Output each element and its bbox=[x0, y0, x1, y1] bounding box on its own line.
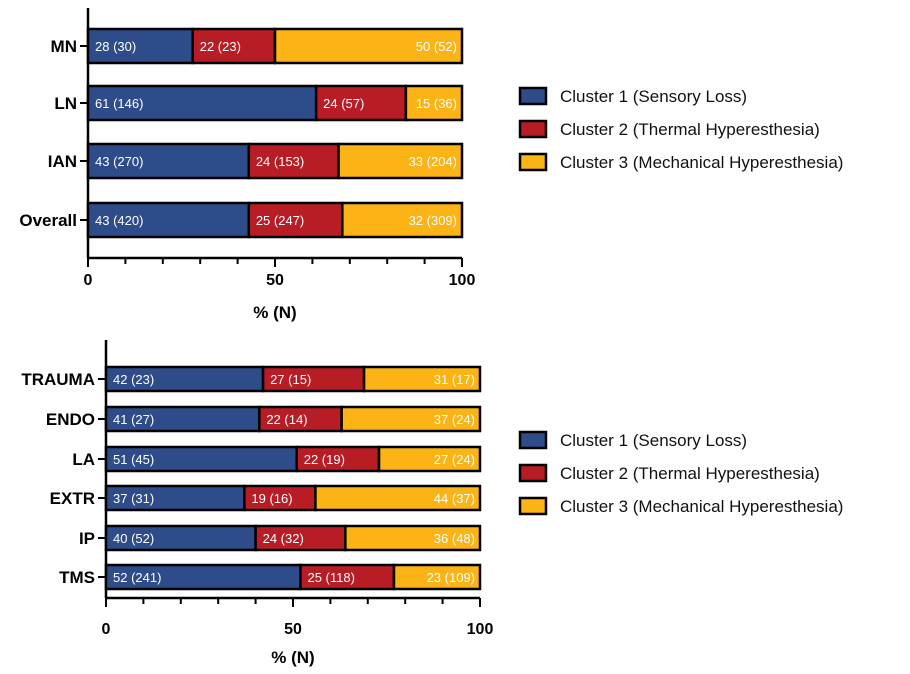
chart1-data-label: 32 (309) bbox=[409, 213, 457, 228]
chart1-x-axis-title: % (N) bbox=[253, 303, 296, 322]
chart1-legend-label: Cluster 3 (Mechanical Hyperesthesia) bbox=[560, 153, 843, 172]
chart2-tick-label: 0 bbox=[102, 621, 111, 638]
chart2-data-label: 51 (45) bbox=[113, 452, 154, 467]
chart1-bar-overall-cluster1 bbox=[86, 201, 251, 239]
chart2-data-label: 37 (24) bbox=[434, 412, 475, 427]
chart2-bar-trauma-cluster3 bbox=[362, 365, 482, 393]
chart2-data-label: 19 (16) bbox=[251, 491, 292, 506]
chart1-bar-ian-cluster3 bbox=[337, 142, 464, 180]
chart1-category-label: Overall bbox=[19, 211, 77, 230]
chart2-data-label: 40 (52) bbox=[113, 531, 154, 546]
chart1-bar-ian-cluster2 bbox=[247, 142, 340, 180]
chart1-category-label: IAN bbox=[48, 152, 77, 171]
chart2-legend-label: Cluster 2 (Thermal Hyperesthesia) bbox=[560, 464, 820, 483]
chart2-legend-swatch-cluster1 bbox=[518, 430, 548, 450]
chart1-data-label: 25 (247) bbox=[256, 213, 304, 228]
chart1-legend-label: Cluster 1 (Sensory Loss) bbox=[560, 87, 747, 106]
chart1-bar-mn-cluster3 bbox=[273, 27, 464, 65]
chart2-bar-ip-cluster2 bbox=[254, 524, 347, 552]
chart2-bar-trauma-cluster1 bbox=[104, 365, 265, 393]
chart2-tick-label: 100 bbox=[467, 621, 494, 638]
chart2-bar-endo-cluster3 bbox=[340, 405, 482, 433]
chart1-data-label: 22 (23) bbox=[200, 39, 241, 54]
chart2-data-label: 27 (24) bbox=[434, 452, 475, 467]
chart1-legend-swatch-cluster3 bbox=[518, 152, 548, 172]
chart1-data-label: 24 (57) bbox=[323, 96, 364, 111]
chart2-category-label: ENDO bbox=[46, 410, 95, 429]
chart2-category-label: TRAUMA bbox=[21, 370, 95, 389]
chart1-category-label: LN bbox=[54, 94, 77, 113]
chart2-data-label: 42 (23) bbox=[113, 372, 154, 387]
chart2-bar-endo-cluster2 bbox=[258, 405, 343, 433]
chart2-data-label: 36 (48) bbox=[434, 531, 475, 546]
chart1-legend-label: Cluster 2 (Thermal Hyperesthesia) bbox=[560, 120, 820, 139]
chart2-data-label: 22 (19) bbox=[304, 452, 345, 467]
chart2-data-label: 52 (241) bbox=[113, 570, 161, 585]
chart2-bar-ip-cluster3 bbox=[344, 524, 482, 552]
chart2-bar-extr-cluster3 bbox=[314, 484, 482, 512]
chart2-category-label: EXTR bbox=[50, 489, 95, 508]
chart1-category-label: MN bbox=[51, 37, 77, 56]
chart2-bar-la-cluster1 bbox=[104, 445, 298, 473]
chart1-tick-label: 100 bbox=[449, 272, 476, 289]
chart1-bar-ian-cluster1 bbox=[86, 142, 251, 180]
chart1-data-label: 24 (153) bbox=[256, 154, 304, 169]
chart1-data-label: 43 (270) bbox=[95, 154, 143, 169]
chart1-data-label: 15 (36) bbox=[416, 96, 457, 111]
chart2-bar-la-cluster2 bbox=[295, 445, 381, 473]
chart1-data-label: 33 (204) bbox=[409, 154, 457, 169]
chart1-bar-ln-cluster1 bbox=[86, 84, 318, 122]
chart2-tick-label: 50 bbox=[284, 621, 302, 638]
chart2-category-label: TMS bbox=[59, 568, 95, 587]
chart2-data-label: 44 (37) bbox=[434, 491, 475, 506]
chart2-bar-tms-cluster3 bbox=[392, 563, 482, 591]
chart1-bar-ln-cluster2 bbox=[314, 84, 408, 122]
chart1-bar-overall-cluster3 bbox=[341, 201, 464, 239]
chart2-data-label: 23 (109) bbox=[427, 570, 475, 585]
chart1-tick-label: 50 bbox=[266, 272, 284, 289]
chart2-data-label: 37 (31) bbox=[113, 491, 154, 506]
chart1-tick-label: 0 bbox=[84, 272, 93, 289]
chart2-category-label: IP bbox=[79, 529, 95, 548]
chart2-category-label: LA bbox=[72, 450, 95, 469]
chart2-data-label: 27 (15) bbox=[270, 372, 311, 387]
chart2-legend-swatch-cluster3 bbox=[518, 496, 548, 516]
chart1-bar-ln-cluster3 bbox=[404, 84, 464, 122]
chart2-legend-label: Cluster 1 (Sensory Loss) bbox=[560, 431, 747, 450]
chart1-data-label: 50 (52) bbox=[416, 39, 457, 54]
chart2-legend-label: Cluster 3 (Mechanical Hyperesthesia) bbox=[560, 497, 843, 516]
chart2-legend-swatch-cluster2 bbox=[518, 463, 548, 483]
chart1-legend-swatch-cluster2 bbox=[518, 119, 548, 139]
chart1-data-label: 28 (30) bbox=[95, 39, 136, 54]
chart2-bar-la-cluster3 bbox=[377, 445, 482, 473]
chart2-data-label: 24 (32) bbox=[263, 531, 304, 546]
chart1-data-label: 61 (146) bbox=[95, 96, 143, 111]
chart1-data-label: 43 (420) bbox=[95, 213, 143, 228]
chart2-data-label: 31 (17) bbox=[434, 372, 475, 387]
chart2-data-label: 41 (27) bbox=[113, 412, 154, 427]
chart2-x-axis-title: % (N) bbox=[271, 648, 314, 667]
chart2-data-label: 22 (14) bbox=[266, 412, 307, 427]
chart1-legend-swatch-cluster1 bbox=[518, 86, 548, 106]
chart2-data-label: 25 (118) bbox=[307, 570, 354, 585]
